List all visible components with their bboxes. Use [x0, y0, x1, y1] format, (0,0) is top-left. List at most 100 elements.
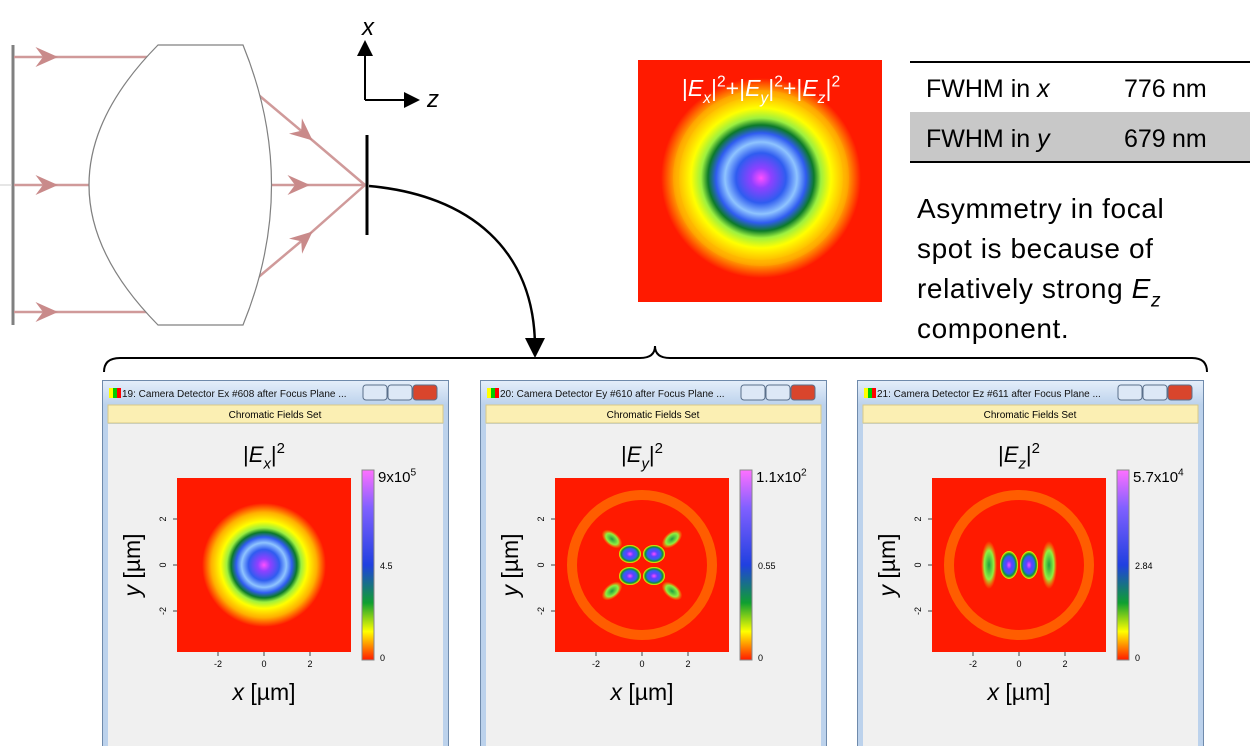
text-run: 9x10: [378, 469, 411, 486]
x-axis-label: x [µm]: [986, 679, 1050, 705]
text-run: 1.1x10: [756, 469, 801, 486]
detector-window: 19: Camera Detector Ex #608 after Focus …: [102, 380, 449, 746]
window-icon: [864, 388, 868, 398]
optics: x z: [0, 14, 545, 358]
window-icon: [117, 388, 121, 398]
field-spot: [202, 503, 326, 627]
field-arc: [661, 581, 683, 601]
y-tick-label: 0: [536, 562, 546, 567]
text-run: E: [627, 442, 642, 467]
y-axis-label: y [µm]: [497, 533, 523, 598]
text-run: +|: [726, 75, 745, 101]
text-run: [µm]: [622, 679, 674, 705]
window-icon: [495, 388, 499, 398]
colorbar-min: 0: [1135, 653, 1140, 663]
text-run: |: [682, 75, 688, 101]
x-tick-label: 0: [639, 659, 644, 669]
y-tick-label: 0: [913, 562, 923, 567]
window-icon: [491, 388, 495, 398]
text-run: y: [759, 90, 769, 107]
text-run: z: [1017, 456, 1026, 473]
x-tick-label: -2: [969, 659, 977, 669]
text-run: [µm]: [497, 533, 523, 585]
y-tick-label: -2: [158, 607, 168, 615]
field-arc: [661, 529, 683, 549]
text-run: y: [119, 584, 145, 599]
field-lobe: [643, 545, 665, 563]
text-run: y: [874, 584, 900, 599]
text-run: E: [1132, 273, 1151, 304]
colorbar-max: 9x105: [378, 468, 417, 486]
window-button: [1167, 384, 1193, 401]
text-run: [µm]: [119, 533, 145, 585]
text-run: |: [243, 442, 249, 467]
text-run: |: [998, 442, 1004, 467]
y-axis-label: y [µm]: [119, 533, 145, 598]
text-run: 2: [277, 440, 285, 457]
map-title: |Ex|2+|Ey|2+|Ez|2: [682, 73, 840, 107]
colorbar: [739, 469, 753, 661]
row-unit: nm: [1172, 125, 1207, 153]
field-lobe: [1020, 551, 1038, 579]
row-label: FWHM in x: [926, 75, 1051, 103]
text-run: x: [702, 90, 712, 107]
window-icon: [113, 388, 117, 398]
axis-label: x: [361, 14, 375, 41]
window-button: [362, 384, 388, 401]
x-tick-label: 0: [261, 659, 266, 669]
colorbar-max: 1.1x102: [756, 468, 807, 486]
text-run: |: [768, 75, 774, 101]
colorbar-max: 5.7x104: [1133, 468, 1184, 486]
text-run: z: [1150, 290, 1161, 311]
window-button: [1142, 384, 1168, 401]
field-image: [932, 478, 1106, 652]
row-value: 776: [1124, 75, 1166, 103]
x-tick-label: -2: [214, 659, 222, 669]
text-run: |: [711, 75, 717, 101]
text-run: relatively strong: [917, 273, 1132, 304]
plot-title: |Ey|2: [621, 440, 663, 473]
text-run: x: [986, 679, 1000, 705]
note-line: spot is because of: [917, 233, 1154, 264]
field-arc: [1041, 541, 1057, 589]
y-tick-label: -2: [913, 607, 923, 615]
text-run: |: [825, 75, 831, 101]
x-axis-label: x [µm]: [231, 679, 295, 705]
window-button: [412, 384, 438, 401]
text-run: E: [688, 75, 704, 101]
text-run: y: [1035, 125, 1051, 153]
field-image: [555, 478, 729, 652]
y-tick-label: 2: [158, 516, 168, 521]
text-run: [µm]: [999, 679, 1051, 705]
detector-window: 21: Camera Detector Ez #611 after Focus …: [857, 380, 1204, 746]
plot-title: |Ez|2: [998, 440, 1040, 473]
text-run: 2: [801, 468, 807, 479]
window-button: [790, 384, 816, 401]
note-line: component.: [917, 313, 1069, 344]
colorbar-min: 0: [758, 653, 763, 663]
field-halo: [567, 490, 717, 640]
text-run: 4: [1178, 468, 1184, 479]
subtitle-bar: [107, 404, 444, 424]
field-lobe: [643, 567, 665, 585]
text-run: |: [621, 442, 627, 467]
x-tick-label: 2: [307, 659, 312, 669]
brace: [103, 345, 1208, 373]
note-line: relatively strong Ez: [917, 273, 1161, 311]
text-run: 2: [831, 73, 840, 90]
text-run: E: [249, 442, 264, 467]
text-run: E: [745, 75, 761, 101]
text-run: [µm]: [244, 679, 296, 705]
text-run: 2: [655, 440, 663, 457]
text-run: |: [1026, 442, 1032, 467]
x-tick-label: 2: [685, 659, 690, 669]
text-run: 5: [411, 468, 417, 479]
text-run: x: [609, 679, 623, 705]
text-run: |: [649, 442, 655, 467]
text-run: x: [231, 679, 245, 705]
field-halo: [944, 490, 1094, 640]
note-line: Asymmetry in focal: [917, 193, 1164, 224]
row-label: FWHM in y: [926, 125, 1051, 153]
text-run: |: [271, 442, 277, 467]
